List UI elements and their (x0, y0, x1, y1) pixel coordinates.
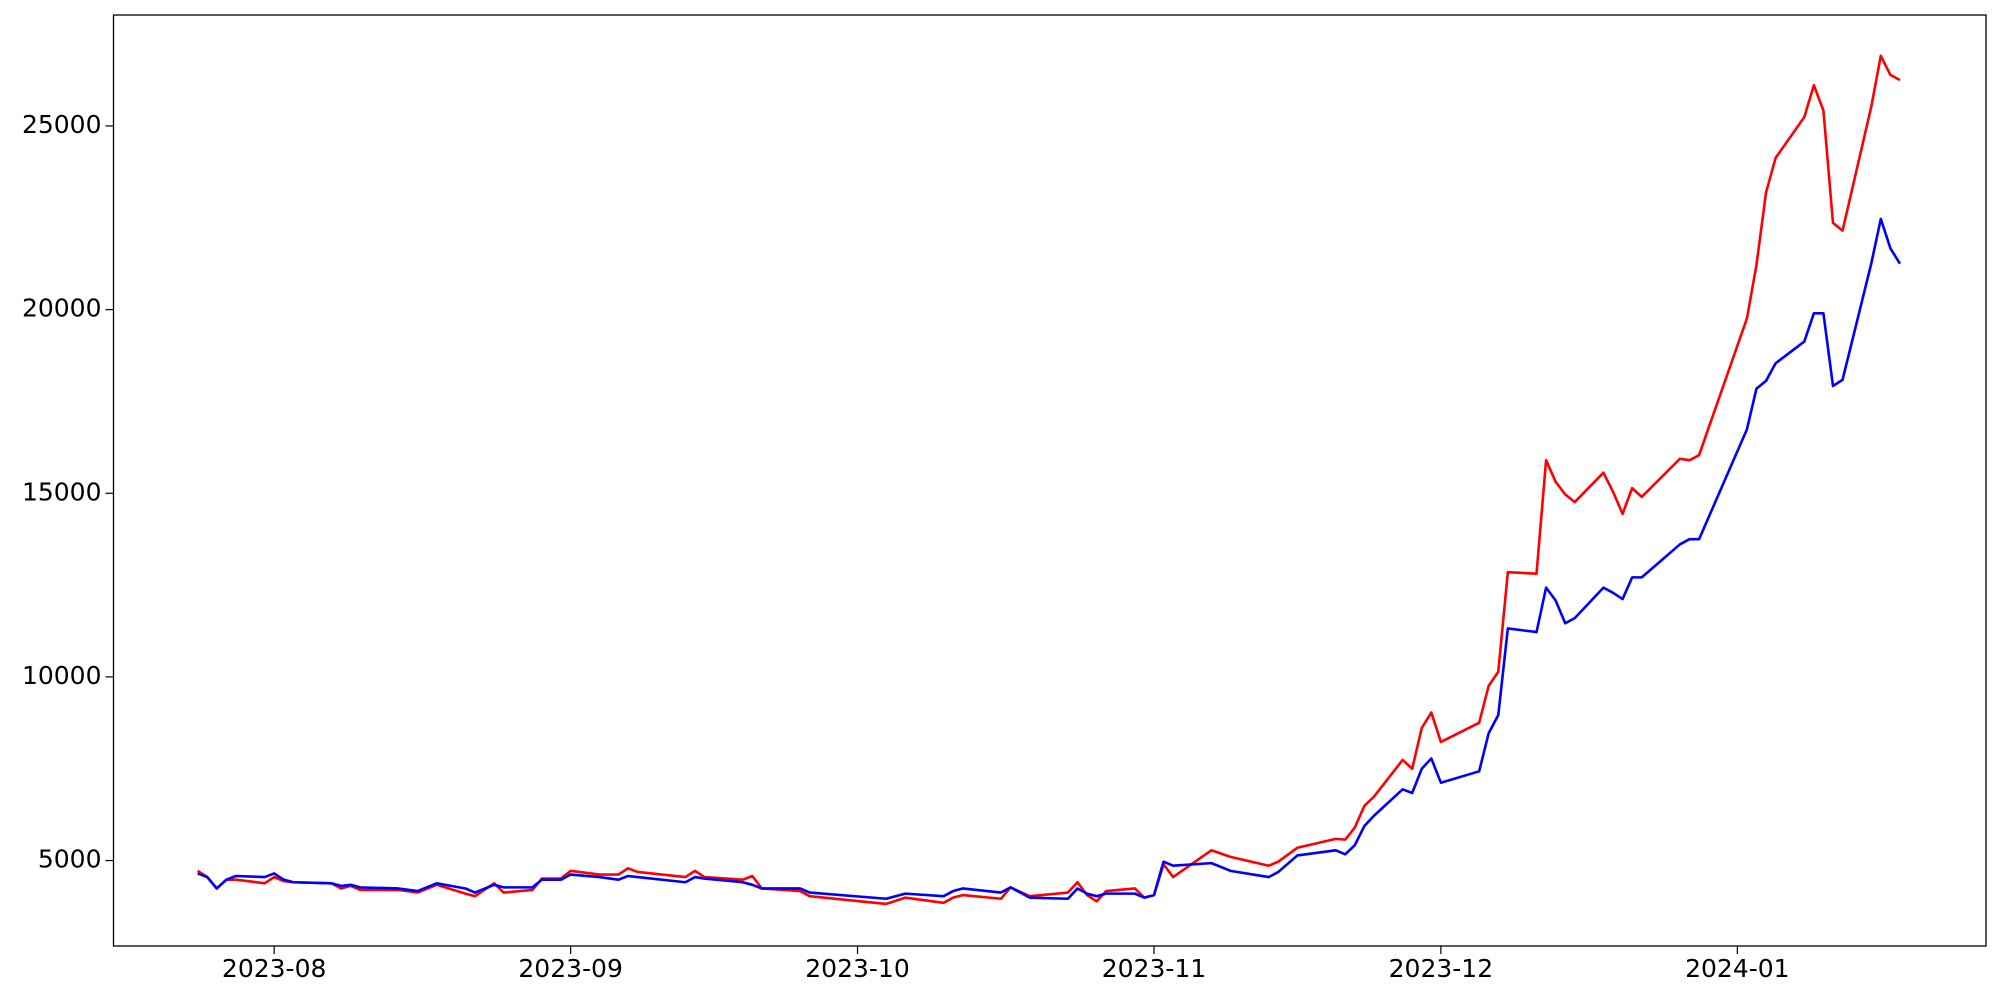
plot-area (196, 54, 1902, 906)
x-tick-label: 2023-12 (1389, 954, 1493, 983)
y-tick-label: 10000 (22, 661, 102, 690)
x-tick-label: 2024-01 (1685, 954, 1789, 983)
y-tick-label: 5000 (38, 845, 102, 874)
y-tick-label: 20000 (22, 294, 102, 323)
line-series (196, 54, 1901, 906)
x-tick-label: 2023-08 (222, 954, 326, 983)
x-tick-label: 2023-10 (805, 954, 909, 983)
line-series (197, 217, 1902, 901)
axes-frame (112, 14, 1987, 947)
x-tick-label: 2023-09 (518, 954, 622, 983)
x-tick-label: 2023-11 (1102, 954, 1206, 983)
y-tick-label: 25000 (22, 110, 102, 139)
y-tick-label: 15000 (22, 477, 102, 506)
